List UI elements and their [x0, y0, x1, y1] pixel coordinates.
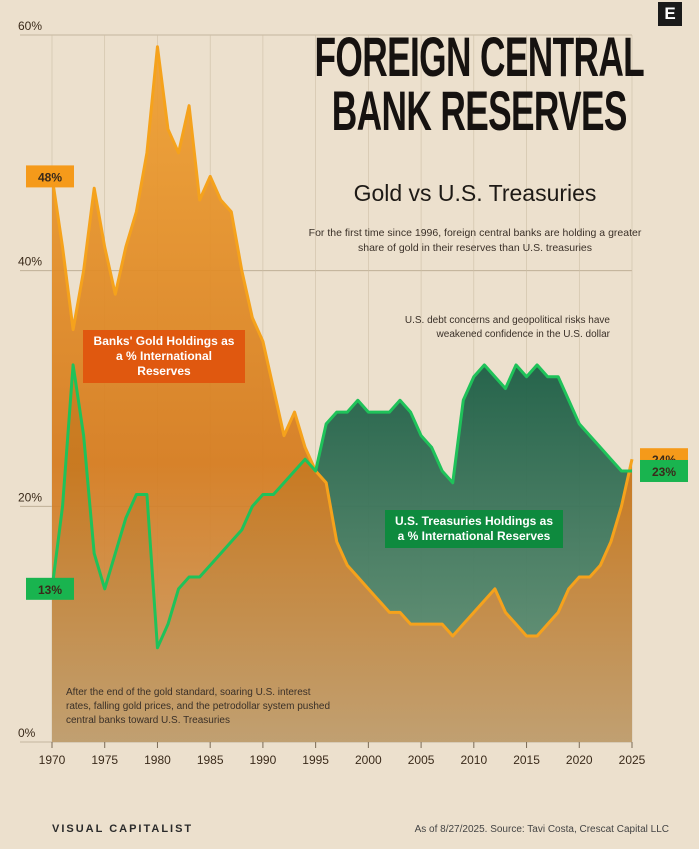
x-tick-label: 2000 — [355, 753, 382, 767]
x-tick-label: 1980 — [144, 753, 171, 767]
x-tick-label: 2020 — [566, 753, 593, 767]
value-label: 13% — [38, 583, 62, 597]
logo: E — [658, 2, 682, 26]
x-tick-label: 1995 — [302, 753, 329, 767]
value-label: 23% — [652, 465, 676, 479]
line — [50, 363, 632, 650]
source: As of 8/27/2025. Source: Tavi Costa, Cre… — [414, 824, 669, 835]
y-tick-label: 40% — [18, 255, 42, 269]
x-tick-label: 1985 — [197, 753, 224, 767]
x-tick-label: 1970 — [39, 753, 66, 767]
value-label: 48% — [38, 170, 62, 184]
annotation: U.S. debt concerns and geopolitical risk… — [404, 315, 610, 340]
x-tick-label: 2025 — [619, 753, 646, 767]
brand: VISUAL CAPITALIST — [52, 823, 194, 835]
legend-entry: Banks' Gold Holdings as a % Internationa… — [83, 330, 245, 383]
x-tick-label: 2010 — [460, 753, 487, 767]
value-label-box — [640, 459, 688, 482]
y-tick-label: 0% — [18, 726, 36, 740]
line — [50, 45, 634, 638]
description: For the first time since 1996, foreign c… — [308, 227, 642, 254]
x-tick-label: 2015 — [513, 753, 540, 767]
annotation: After the end of the gold standard, soar… — [66, 687, 331, 726]
x-tick-label: 1975 — [91, 753, 118, 767]
y-tick-label: 20% — [18, 490, 42, 504]
title: FOREIGN CENTRAL BANK RESERVES — [314, 25, 645, 142]
x-tick-label: 1990 — [250, 753, 277, 767]
legend-entry: U.S. Treasuries Holdings as a % Internat… — [385, 510, 563, 548]
subtitle: Gold vs U.S. Treasuries — [353, 180, 597, 206]
value-label-box — [26, 165, 74, 188]
y-tick-label: 60% — [18, 19, 42, 33]
area-fill — [52, 46, 632, 743]
value-label-box — [26, 577, 74, 600]
x-tick-label: 2005 — [408, 753, 435, 767]
